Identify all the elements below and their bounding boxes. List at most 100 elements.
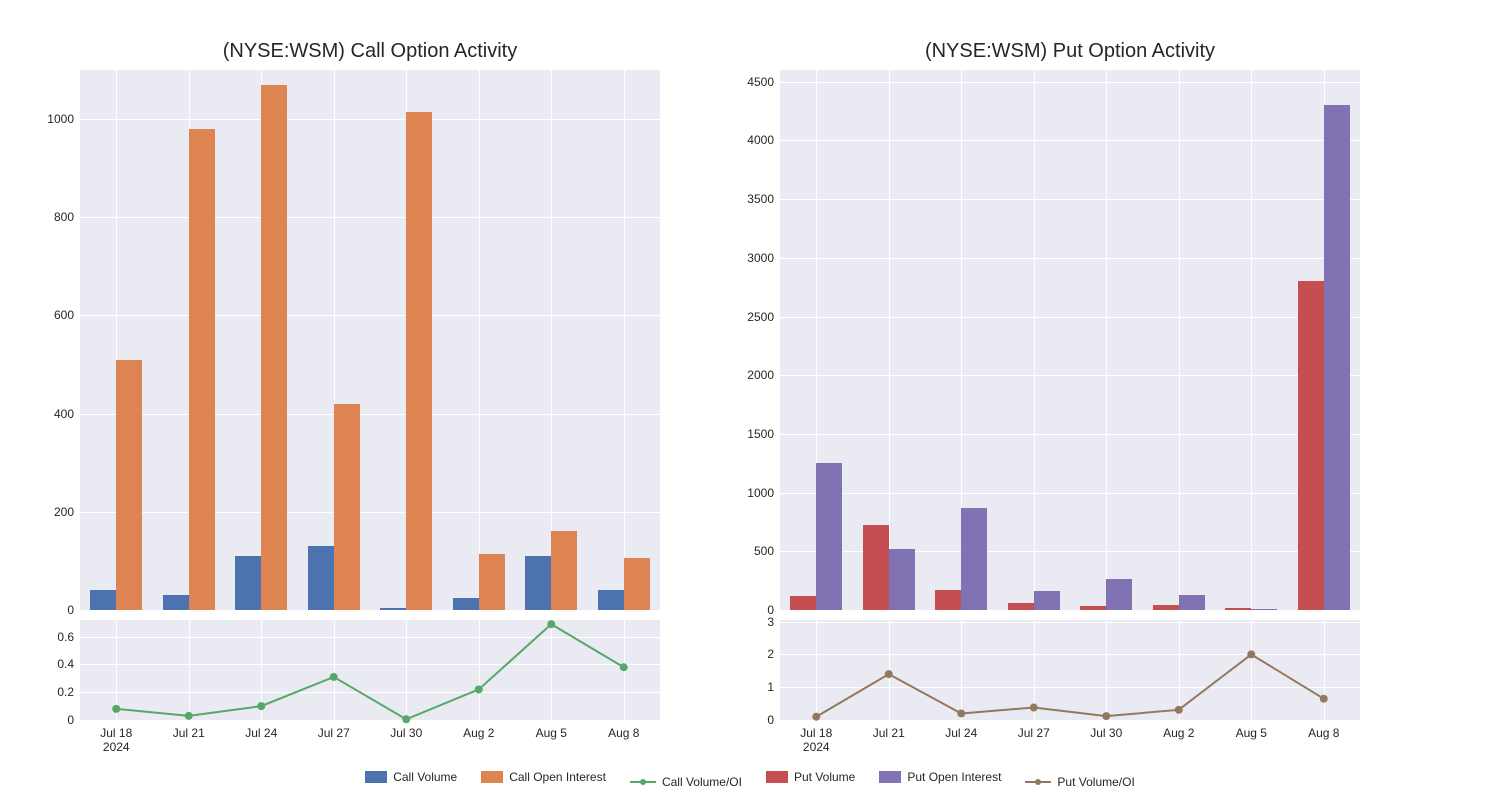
- put-bar-chart: 050010001500200025003000350040004500: [780, 70, 1360, 610]
- legend-swatch: [879, 771, 901, 783]
- line-marker: [402, 715, 410, 723]
- legend-item: Put Open Interest: [879, 770, 1001, 784]
- line-series: [80, 620, 660, 720]
- xtick-label: Aug 8: [608, 720, 639, 740]
- bar: [863, 525, 889, 610]
- gridline: [1179, 70, 1180, 610]
- line-marker: [1175, 706, 1183, 714]
- gridline: [1034, 70, 1035, 610]
- call-chart-title: (NYSE:WSM) Call Option Activity: [80, 40, 660, 63]
- gridline: [80, 217, 660, 218]
- bar: [308, 546, 334, 610]
- legend-swatch: [766, 771, 788, 783]
- gridline: [889, 70, 890, 610]
- xtick-label: Aug 5: [1236, 720, 1267, 740]
- gridline: [780, 317, 1360, 318]
- xtick-label: Aug 8: [1308, 720, 1339, 740]
- xtick-label: Jul 182024: [100, 720, 132, 754]
- ytick-label: 3: [767, 615, 780, 629]
- line-marker: [1247, 650, 1255, 658]
- bar: [525, 556, 551, 610]
- gridline: [780, 493, 1360, 494]
- legend-label: Call Volume/OI: [662, 775, 742, 789]
- gridline: [780, 434, 1360, 435]
- line-series: [780, 620, 1360, 720]
- ytick-label: 1000: [747, 486, 780, 500]
- put-ratio-chart: 0123Jul 182024Jul 21Jul 24Jul 27Jul 30Au…: [780, 620, 1360, 720]
- gridline: [780, 375, 1360, 376]
- call-bar-chart: 02004006008001000: [80, 70, 660, 610]
- ytick-label: 800: [54, 210, 80, 224]
- bar: [380, 608, 406, 610]
- bar: [406, 112, 432, 610]
- legend-label: Put Volume/OI: [1057, 775, 1134, 789]
- line-marker: [330, 673, 338, 681]
- gridline: [80, 119, 660, 120]
- line-marker: [475, 685, 483, 693]
- legend-item: Call Volume: [365, 770, 457, 784]
- bar: [551, 531, 577, 610]
- line-marker: [257, 702, 265, 710]
- ytick-label: 0: [67, 603, 80, 617]
- bar: [90, 590, 116, 610]
- bar: [116, 360, 142, 610]
- bar: [1106, 579, 1132, 610]
- line-marker: [812, 713, 820, 721]
- figure: Call Volume Call Open Interest Call Volume…: [0, 0, 1500, 800]
- ytick-label: 0: [767, 713, 780, 727]
- legend: Call Volume Call Open Interest Call Volume…: [0, 770, 1500, 789]
- ytick-label: 0.4: [57, 657, 80, 671]
- line-path: [816, 654, 1324, 716]
- gridline: [780, 199, 1360, 200]
- xtick-label: Jul 21: [173, 720, 205, 740]
- legend-label: Put Volume: [794, 770, 855, 784]
- legend-swatch: [481, 771, 503, 783]
- bar: [1008, 603, 1034, 610]
- put-chart-title: (NYSE:WSM) Put Option Activity: [780, 40, 1360, 63]
- xtick-label: Jul 27: [318, 720, 350, 740]
- gridline: [780, 720, 1360, 721]
- gridline: [1106, 70, 1107, 610]
- legend-item: Call Volume/OI: [630, 775, 742, 789]
- line-marker: [1102, 712, 1110, 720]
- ytick-label: 500: [754, 544, 780, 558]
- legend-item: Call Open Interest: [481, 770, 606, 784]
- xtick-label: Jul 24: [245, 720, 277, 740]
- bar: [790, 596, 816, 610]
- xtick-label: Jul 182024: [800, 720, 832, 754]
- legend-item: Put Volume: [766, 770, 855, 784]
- bar: [1251, 609, 1277, 610]
- ytick-label: 0: [67, 713, 80, 727]
- bar: [1080, 606, 1106, 610]
- legend-item: Put Volume/OI: [1025, 775, 1134, 789]
- ytick-label: 4500: [747, 75, 780, 89]
- legend-line-icon: [630, 776, 656, 788]
- line-marker: [1030, 704, 1038, 712]
- legend-label: Call Open Interest: [509, 770, 606, 784]
- xtick-label: Aug 2: [1163, 720, 1194, 740]
- legend-line-icon: [1025, 776, 1051, 788]
- ytick-label: 0.6: [57, 630, 80, 644]
- line-marker: [957, 709, 965, 717]
- bar: [479, 554, 505, 610]
- bar: [1324, 105, 1350, 610]
- gridline: [780, 82, 1360, 83]
- gridline: [80, 610, 660, 611]
- bar: [334, 404, 360, 610]
- ytick-label: 1500: [747, 427, 780, 441]
- bar: [163, 595, 189, 610]
- xtick-label: Aug 5: [536, 720, 567, 740]
- xtick-year: 2024: [100, 740, 132, 754]
- line-marker: [620, 663, 628, 671]
- line-marker: [547, 620, 555, 628]
- ytick-label: 1: [767, 680, 780, 694]
- gridline: [80, 720, 660, 721]
- bar: [189, 129, 215, 610]
- gridline: [80, 512, 660, 513]
- line-marker: [885, 670, 893, 678]
- call-ratio-chart: 00.20.40.6Jul 182024Jul 21Jul 24Jul 27Ju…: [80, 620, 660, 720]
- bar: [624, 558, 650, 610]
- xtick-year: 2024: [800, 740, 832, 754]
- gridline: [624, 70, 625, 610]
- bar: [453, 598, 479, 610]
